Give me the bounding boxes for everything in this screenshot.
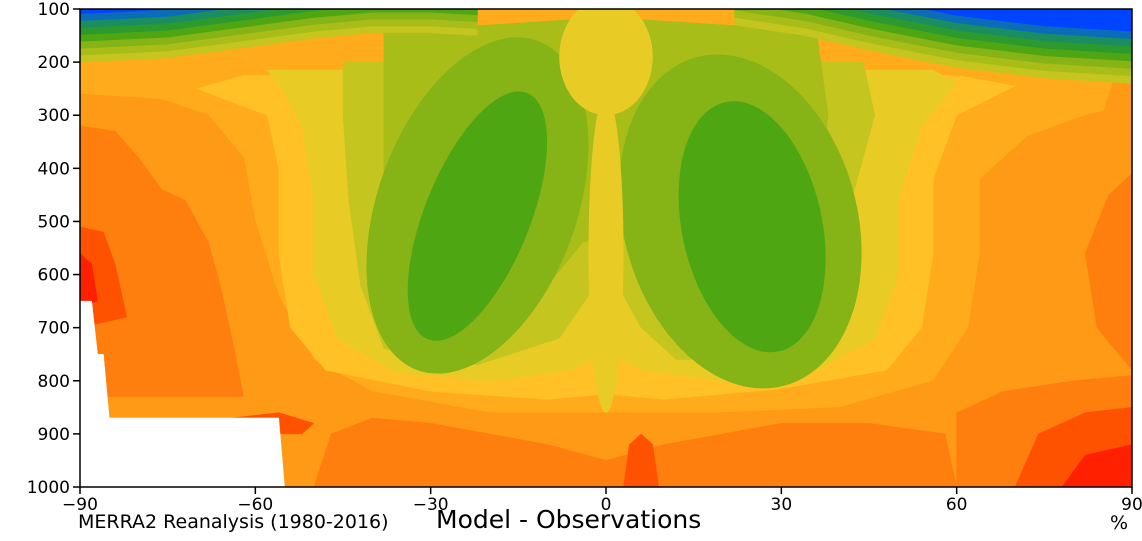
y-tick-label: 100 <box>38 0 70 20</box>
contour-south-core <box>407 91 548 341</box>
contour-south-orange <box>80 125 244 397</box>
missing-data-region <box>80 300 285 487</box>
contour-equator-yellow <box>588 93 624 413</box>
y-tick-label: 600 <box>38 266 70 286</box>
y-tick-label: 800 <box>38 372 70 392</box>
contour-surface-spike <box>623 433 659 487</box>
x-tick-label: −60 <box>237 495 273 515</box>
contour-north-band-7 <box>734 9 1132 32</box>
left-caption: MERRA2 Reanalysis (1980-2016) <box>78 511 389 533</box>
x-tick-label: 30 <box>771 495 793 515</box>
contour-north-core <box>678 101 826 353</box>
plot-area <box>80 9 1132 487</box>
axes: −90 −60 −30 0 30 60 90 100 200 300 400 500 600 700 800… <box>27 0 1142 515</box>
contour-ne-deepred <box>1061 444 1132 487</box>
contour-south-band-6 <box>80 9 478 21</box>
y-tick-label: 1000 <box>27 478 70 498</box>
contour-sw-deepred <box>80 253 98 307</box>
y-tick-label: 200 <box>38 53 70 73</box>
x-tick-label: 0 <box>601 495 612 515</box>
contour-top-yellow <box>559 9 653 116</box>
y-tick-label: 500 <box>38 212 70 232</box>
y-tick-label: 900 <box>38 425 70 445</box>
contour-north-darkorange <box>1084 173 1132 371</box>
x-tick-label: −30 <box>413 495 449 515</box>
chart-title: Model - Observations <box>436 505 702 534</box>
x-tick-label: −90 <box>62 495 98 515</box>
y-tick-label: 400 <box>38 159 70 179</box>
y-tick-label: 700 <box>38 319 70 339</box>
units-label: % <box>1110 512 1129 534</box>
y-tick-label: 300 <box>38 106 70 126</box>
x-tick-label: 60 <box>946 495 968 515</box>
x-tick-label: 90 <box>1121 495 1142 515</box>
